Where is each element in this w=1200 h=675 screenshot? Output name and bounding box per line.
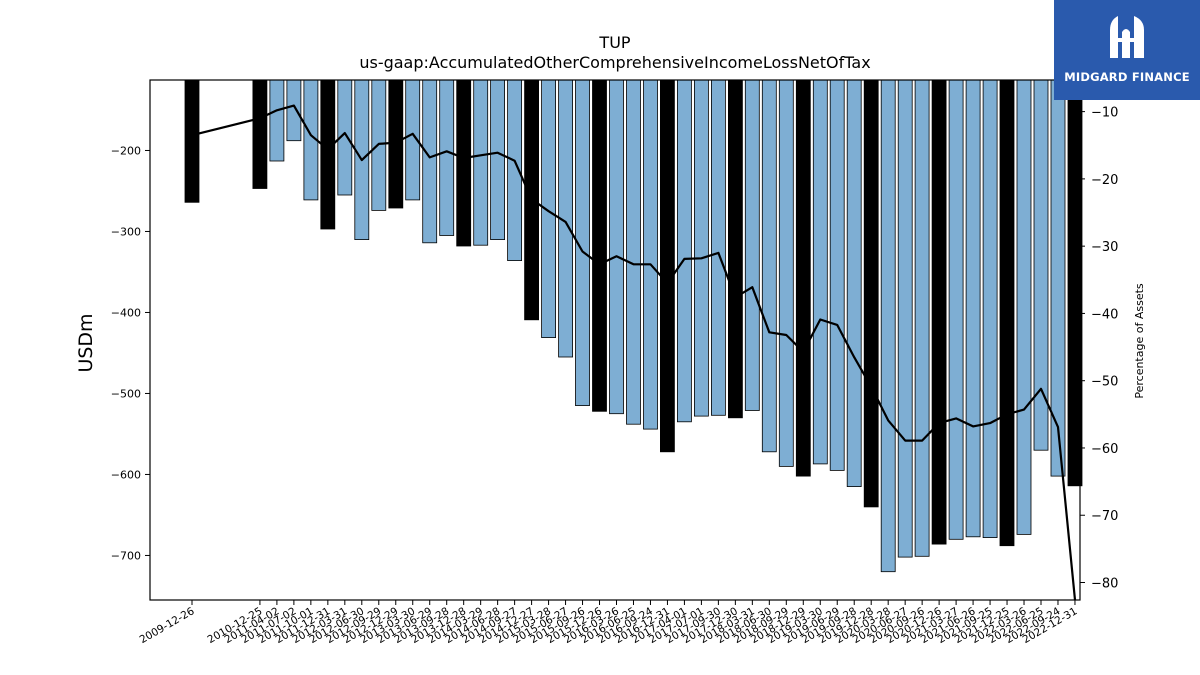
bar-quarterly [626,79,641,425]
x-tick-label: 2009-12-26 [138,605,197,646]
bar-quarterly [473,79,489,246]
brand-logo: MIDGARD FINANCE [1054,0,1200,100]
bar-quarterly [286,79,302,142]
y2-tick-label: −40 [1091,307,1118,322]
bars-layer [184,79,1083,573]
bar-annual [660,79,675,453]
bar-quarterly [778,79,794,467]
bar-quarterly [880,79,896,573]
y-tick-label: −600 [111,468,141,481]
y2-tick-label: −60 [1091,442,1118,457]
bar-quarterly [422,79,438,244]
y2-tick-label: −20 [1091,173,1118,188]
bar-annual [931,79,947,545]
y2-tick-label: −30 [1091,240,1118,255]
y-axis-label: USDm [75,313,97,372]
bar-quarterly [643,79,658,430]
bar-quarterly [1016,79,1032,535]
bar-quarterly [269,79,285,162]
bar-quarterly [965,79,981,538]
y-tick-label: −200 [111,144,141,157]
bar-quarterly [846,79,862,488]
midgard-logo-icon [1110,16,1144,58]
bar-quarterly [948,79,964,540]
bar-quarterly [914,79,930,557]
bar-quarterly [694,79,709,417]
chart-title: TUP [598,33,630,52]
y2-tick-label: −70 [1091,509,1118,524]
y2-tick-label: −50 [1091,375,1118,390]
bar-annual [863,79,879,508]
brand-name: MIDGARD FINANCE [1064,70,1190,84]
y2-axis: −10 −20 −30 −40 −50 −60 −70 −80 [1080,106,1118,592]
y-tick-label: −300 [111,225,141,238]
line-layer [191,104,1077,601]
bar-annual [728,79,743,419]
y-axis: −200 −300 −400 −500 −600 −700 [111,144,150,562]
bar-annual [999,79,1015,547]
y2-tick-label: −80 [1091,577,1118,592]
chart-subtitle: us-gaap:AccumulatedOtherComprehensiveInc… [359,53,870,72]
y-tick-label: −400 [111,306,141,319]
bar-quarterly [439,79,455,236]
plot-frame [149,79,1081,601]
bar-annual [252,79,268,189]
bar-quarterly [812,79,828,465]
y-tick-label: −500 [111,387,141,400]
bar-quarterly [609,79,624,415]
bar-quarterly [897,79,913,558]
bar-annual [592,79,607,412]
bar-annual [184,79,200,203]
bar-quarterly [761,79,777,453]
y2-tick-label: −10 [1091,106,1118,121]
bar-annual [320,79,336,230]
bar-quarterly [677,79,692,423]
percentage-line [191,104,1077,601]
bar-annual [456,79,472,247]
x-axis: 2009-12-26 2010-12-252011-04-022011-07-02… [138,600,1079,646]
y2-axis-label: Percentage of Assets [1133,283,1146,399]
bar-quarterly [744,79,760,411]
bar-quarterly [490,79,506,241]
bar-quarterly [982,79,998,539]
y-tick-label: −700 [111,549,141,562]
bar-annual [795,79,811,477]
bar-quarterly [711,79,726,416]
bar-quarterly [829,79,845,471]
